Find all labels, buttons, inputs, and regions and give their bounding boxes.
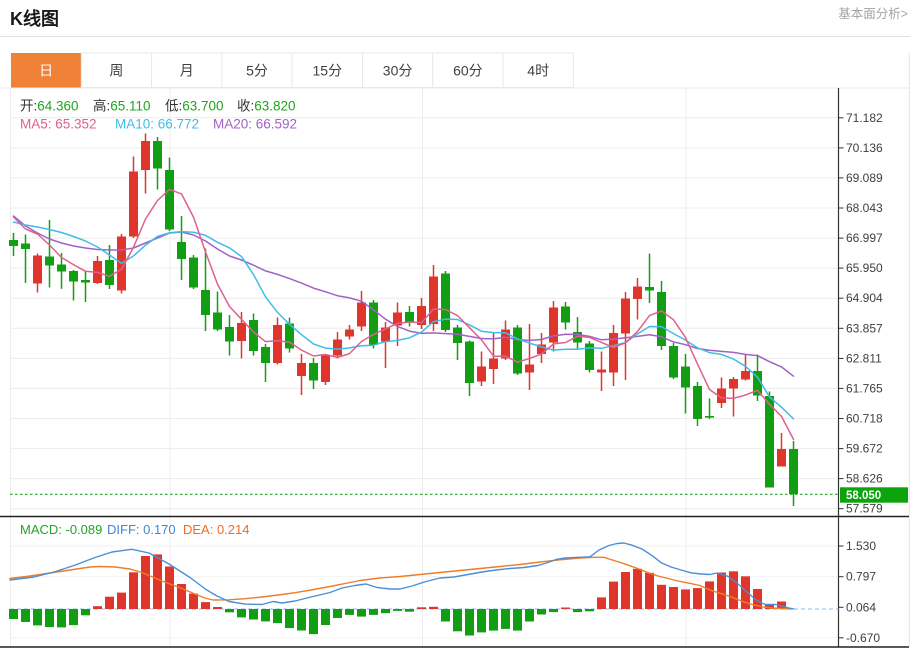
svg-text:57.579: 57.579 <box>846 502 883 516</box>
svg-text:60分: 60分 <box>453 63 483 79</box>
svg-text:-0.670: -0.670 <box>846 631 880 645</box>
svg-text:58.050: 58.050 <box>846 490 881 502</box>
svg-text:71.182: 71.182 <box>846 111 883 125</box>
svg-text:MA5: 65.352: MA5: 65.352 <box>20 117 97 132</box>
svg-text:MA10: 66.772: MA10: 66.772 <box>115 117 199 132</box>
svg-text:MACD: -0.089: MACD: -0.089 <box>20 522 102 537</box>
svg-text:61.765: 61.765 <box>846 381 883 395</box>
svg-text:63.857: 63.857 <box>846 321 883 335</box>
svg-text:月: 月 <box>180 63 194 79</box>
svg-text:日: 日 <box>39 63 53 79</box>
svg-text:基本面分析>: 基本面分析> <box>838 7 908 21</box>
svg-text:62.811: 62.811 <box>846 351 882 365</box>
svg-text:高:65.110: 高:65.110 <box>93 98 151 114</box>
svg-text:30分: 30分 <box>383 63 413 79</box>
svg-text:0.797: 0.797 <box>846 570 876 584</box>
svg-text:周: 周 <box>109 63 123 79</box>
svg-text:68.043: 68.043 <box>846 201 883 215</box>
svg-text:60.718: 60.718 <box>846 412 883 426</box>
svg-text:低:63.700: 低:63.700 <box>165 99 224 114</box>
svg-text:65.950: 65.950 <box>846 261 883 275</box>
svg-text:MA20: 66.592: MA20: 66.592 <box>213 117 297 132</box>
svg-text:15分: 15分 <box>313 63 343 79</box>
svg-text:64.904: 64.904 <box>846 291 883 305</box>
svg-text:4时: 4时 <box>527 63 549 79</box>
svg-text:5分: 5分 <box>246 63 268 79</box>
svg-text:开:64.360: 开:64.360 <box>20 99 79 114</box>
svg-text:DEA: 0.214: DEA: 0.214 <box>183 522 250 537</box>
svg-text:收:63.820: 收:63.820 <box>237 99 296 114</box>
svg-text:70.136: 70.136 <box>846 141 883 155</box>
svg-text:1.530: 1.530 <box>846 539 876 553</box>
svg-text:58.626: 58.626 <box>846 472 883 486</box>
svg-text:DIFF: 0.170: DIFF: 0.170 <box>107 522 176 537</box>
svg-text:K线图: K线图 <box>10 8 59 29</box>
svg-text:69.089: 69.089 <box>846 171 883 185</box>
svg-text:0.064: 0.064 <box>846 600 876 614</box>
svg-text:66.997: 66.997 <box>846 231 883 245</box>
svg-text:59.672: 59.672 <box>846 442 883 456</box>
